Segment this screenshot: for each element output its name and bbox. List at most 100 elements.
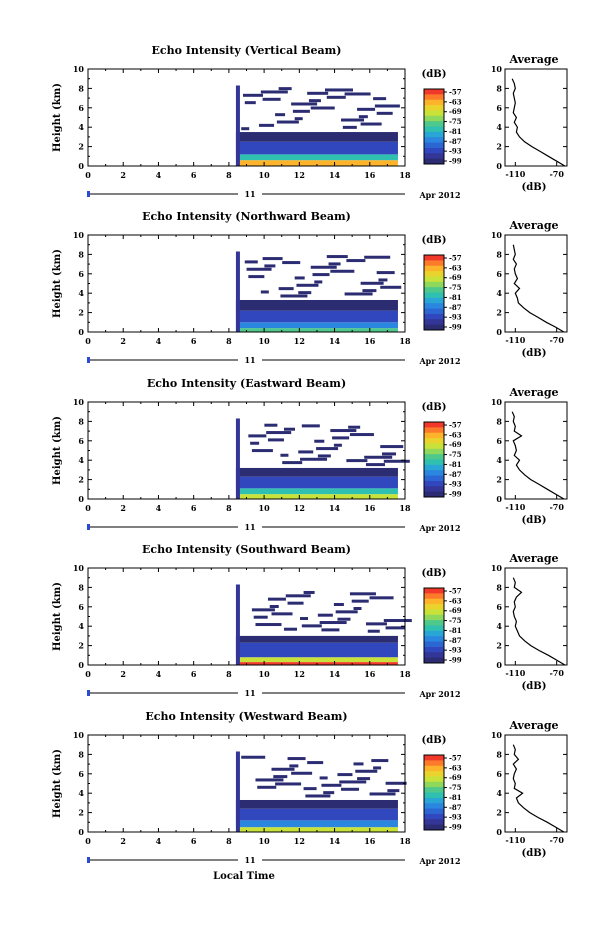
colorbar-label: -69 — [449, 773, 462, 782]
colorbar-label: -99 — [449, 157, 462, 166]
sparse-echo — [316, 447, 339, 451]
date-label: Apr 2012 — [418, 523, 460, 533]
colorbar-label: -69 — [449, 440, 462, 449]
average-frame — [504, 734, 568, 833]
average-y-tick-label: 8 — [496, 416, 502, 426]
sparse-echo — [307, 91, 329, 95]
colorbar-label: -57 — [449, 587, 462, 596]
sparse-echo — [385, 626, 405, 630]
day-label: 11 — [244, 522, 255, 532]
average-y-tick-label: 6 — [496, 269, 502, 279]
y-tick-label: 8 — [78, 749, 84, 759]
sparse-echo — [251, 449, 273, 453]
sparse-echo — [349, 433, 374, 437]
day-marker — [87, 357, 90, 363]
colorbar-swatch — [424, 147, 444, 154]
sparse-echo — [287, 601, 304, 605]
sparse-echo — [300, 457, 328, 461]
y-axis-label: Height (km) — [52, 582, 63, 651]
colorbar-swatch — [424, 771, 444, 777]
average-y-tick-label: 4 — [496, 788, 502, 798]
colorbar-swatch — [424, 598, 444, 605]
average-x-tick-label: -110 — [505, 835, 525, 845]
sparse-echo — [269, 605, 279, 609]
colorbar-swatch — [424, 89, 444, 95]
sparse-echo — [278, 87, 292, 91]
sparse-echo — [255, 623, 282, 627]
y-tick-label: 6 — [78, 769, 84, 779]
sparse-echo — [259, 123, 275, 127]
average-y-tick-label: 2 — [496, 142, 502, 152]
sparse-echo — [374, 104, 400, 108]
colorbar-swatch — [424, 470, 444, 477]
x-tick-label: 14 — [329, 336, 341, 346]
panel-5: Echo Intensity (Westward Beam) 0 2 4 6 8 10 0 2 4… — [52, 710, 568, 866]
colorbar-label: -99 — [449, 823, 462, 832]
colorbar-swatch — [424, 491, 444, 498]
sparse-echo — [308, 99, 321, 103]
average-y-tick-label: 0 — [496, 660, 502, 670]
y-tick-label: 8 — [78, 416, 84, 426]
sparse-echo — [246, 267, 272, 271]
colorbar-swatch — [424, 475, 444, 482]
average-y-tick-label: 10 — [491, 230, 503, 240]
average-profile-line — [512, 744, 565, 833]
x-tick-label: 14 — [329, 669, 341, 679]
sparse-echo — [241, 755, 266, 759]
echo-layer — [235, 827, 398, 832]
average-x-label: (dB) — [522, 848, 547, 859]
average-x-tick-label: -70 — [549, 502, 564, 512]
echo-layer — [235, 799, 398, 809]
average-y-tick-label: 4 — [496, 122, 502, 132]
sparse-echo — [276, 120, 299, 124]
sparse-echo — [282, 461, 303, 465]
average-y-tick-label: 0 — [496, 827, 502, 837]
colorbar-swatch — [424, 813, 444, 820]
sparse-echo — [369, 596, 394, 600]
y-tick-label: 0 — [78, 327, 84, 337]
x-tick-label: 16 — [364, 170, 376, 180]
sparse-echo — [348, 425, 361, 429]
colorbar-frame — [423, 587, 445, 664]
sparse-echo — [244, 101, 256, 105]
sparse-echo — [280, 453, 289, 457]
colorbar-swatch — [424, 276, 444, 283]
colorbar-swatch — [424, 755, 444, 761]
colorbar-swatch — [424, 609, 444, 616]
day-marker — [87, 857, 90, 863]
y-tick-label: 10 — [73, 730, 85, 740]
sparse-echo — [351, 599, 369, 603]
colorbar-swatch — [424, 142, 444, 149]
panel-1: Echo Intensity (Vertical Beam) 0 2 4 6 8 10 0 2 4… — [52, 44, 568, 200]
y-tick-label: 2 — [78, 475, 84, 485]
y-tick-label: 0 — [78, 827, 84, 837]
colorbar-label: -87 — [449, 470, 462, 479]
colorbar-swatch — [424, 480, 444, 487]
y-tick-label: 4 — [78, 122, 84, 132]
average-y-tick-label: 0 — [496, 494, 502, 504]
x-tick-label: 4 — [156, 170, 162, 180]
sparse-echo — [307, 761, 324, 765]
colorbar-label: -81 — [449, 293, 462, 302]
colorbar-unit: (dB) — [422, 735, 447, 746]
colorbar-swatch — [424, 121, 444, 127]
colorbar-swatch — [424, 614, 444, 621]
y-axis-label: Height (km) — [52, 416, 63, 485]
average-frame — [504, 401, 568, 500]
sparse-echo — [349, 592, 376, 596]
average-y-tick-label: 8 — [496, 249, 502, 259]
x-tick-label: 18 — [399, 836, 411, 846]
colorbar-label: -81 — [449, 127, 462, 136]
sparse-echo — [357, 777, 371, 781]
sparse-echo — [342, 125, 357, 129]
colorbar-swatch — [424, 593, 444, 600]
sparse-echo — [376, 271, 395, 275]
echo-layer — [235, 467, 398, 477]
y-tick-label: 6 — [78, 103, 84, 113]
echo-layer — [235, 494, 398, 499]
average-x-tick-label: -70 — [549, 835, 564, 845]
sparse-echo — [255, 778, 284, 782]
sparse-echo — [335, 610, 358, 614]
colorbar-swatch — [424, 94, 444, 101]
colorbar-swatch — [424, 657, 444, 664]
